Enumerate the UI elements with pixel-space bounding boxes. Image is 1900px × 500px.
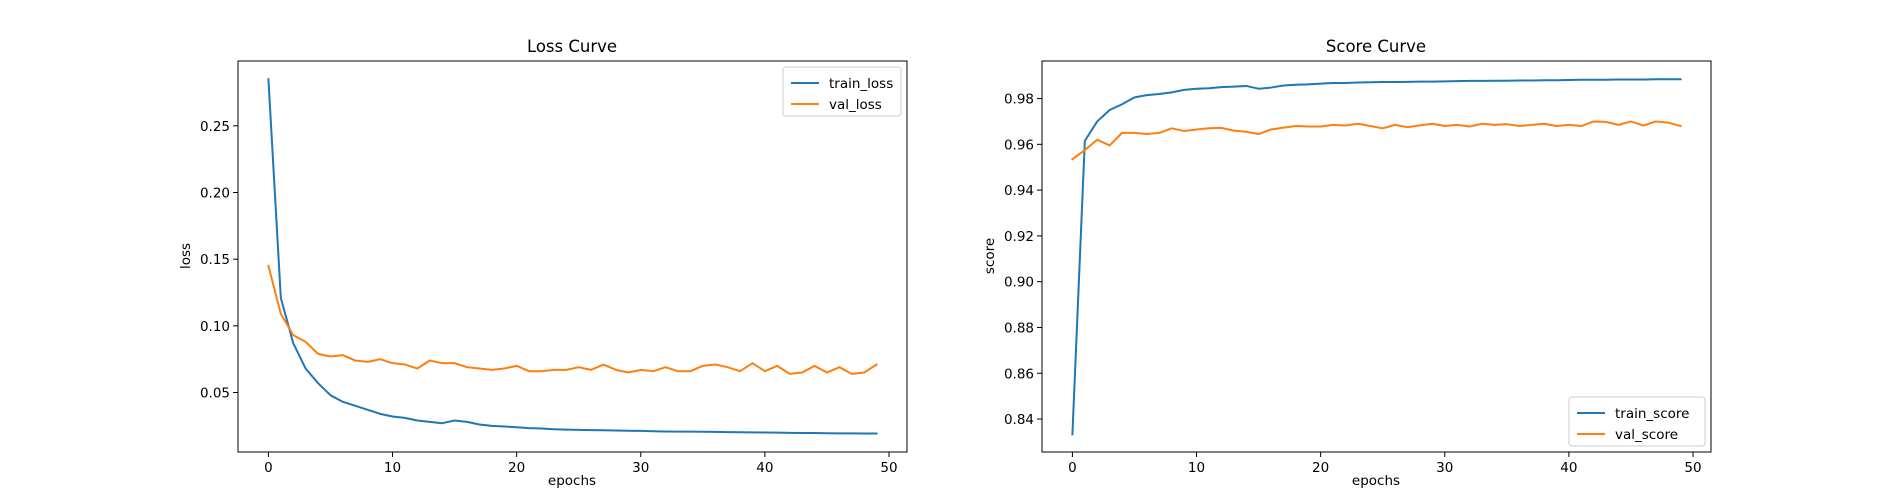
score-series-val-score xyxy=(1071,120,1682,161)
loss-legend-label: val_loss xyxy=(829,97,882,113)
loss-axes-frame xyxy=(237,60,908,453)
loss-plot-area: 0 10 20 30 40 50 0.05 0.10 0.15 0.20 0.25 train_los… xyxy=(200,60,908,476)
score-y-tick-label: 0.94 xyxy=(1004,183,1034,199)
score-y-tick-label: 0.86 xyxy=(1004,366,1034,382)
score-legend-label: val_score xyxy=(1615,427,1678,443)
loss-x-tick-label: 50 xyxy=(880,460,897,476)
score-x-tick-label: 20 xyxy=(1312,460,1329,476)
loss-chart-title: Loss Curve xyxy=(527,37,617,56)
score-y-tick-label: 0.92 xyxy=(1004,229,1034,245)
loss-x-tick-label: 30 xyxy=(632,460,649,476)
score-x-tick-label: 30 xyxy=(1436,460,1453,476)
score-x-tick-label: 40 xyxy=(1560,460,1577,476)
score-x-tick-label: 50 xyxy=(1684,460,1701,476)
score-curve-panel: Score Curve 0 10 20 30 40 500.840.860.880.900… xyxy=(982,37,1712,489)
score-legend: train_score val_score xyxy=(1568,396,1706,447)
score-y-tick-label: 0.88 xyxy=(1004,320,1034,336)
loss-y-axis-label: loss xyxy=(178,243,194,269)
score-y-tick-label: 0.90 xyxy=(1004,275,1034,291)
score-y-tick-label: 0.84 xyxy=(1004,412,1034,428)
loss-y-tick-label: 0.05 xyxy=(200,386,230,402)
loss-x-tick-label: 0 xyxy=(264,460,273,476)
loss-x-axis-label: epochs xyxy=(548,473,596,489)
loss-x-tick-label: 10 xyxy=(384,460,401,476)
score-x-axis-label: epochs xyxy=(1352,473,1400,489)
loss-y-tick-label: 0.20 xyxy=(200,185,230,201)
loss-y-tick-label: 0.10 xyxy=(200,319,230,335)
loss-series-val-loss xyxy=(267,264,878,375)
loss-x-tick-label: 20 xyxy=(508,460,525,476)
loss-y-tick-label: 0.15 xyxy=(200,252,230,268)
loss-series-train-loss xyxy=(267,78,878,435)
score-y-tick-label: 0.96 xyxy=(1004,137,1034,153)
score-y-tick-label: 0.98 xyxy=(1004,92,1034,108)
score-x-tick-label: 10 xyxy=(1188,460,1205,476)
score-x-tick-label: 0 xyxy=(1068,460,1077,476)
loss-legend: train_loss val_loss xyxy=(782,66,902,117)
loss-y-tick-label: 0.25 xyxy=(200,119,230,135)
score-series-train-score xyxy=(1071,78,1682,436)
score-chart-title: Score Curve xyxy=(1326,37,1426,56)
score-legend-label: train_score xyxy=(1615,406,1689,422)
score-y-axis-label: score xyxy=(982,238,998,274)
score-plot-area: 0 10 20 30 40 50 0.84 0.86 0.88 0.90 0.92 0.94 0.96 0… xyxy=(1004,60,1712,476)
loss-legend-label: train_loss xyxy=(829,76,893,92)
score-axes-frame xyxy=(1041,60,1712,453)
loss-curve-panel: Loss Curve 0 10 20 30 40 50 0.05 0.10 0.15 0.20 0.… xyxy=(178,37,908,489)
loss-x-tick-label: 40 xyxy=(756,460,773,476)
